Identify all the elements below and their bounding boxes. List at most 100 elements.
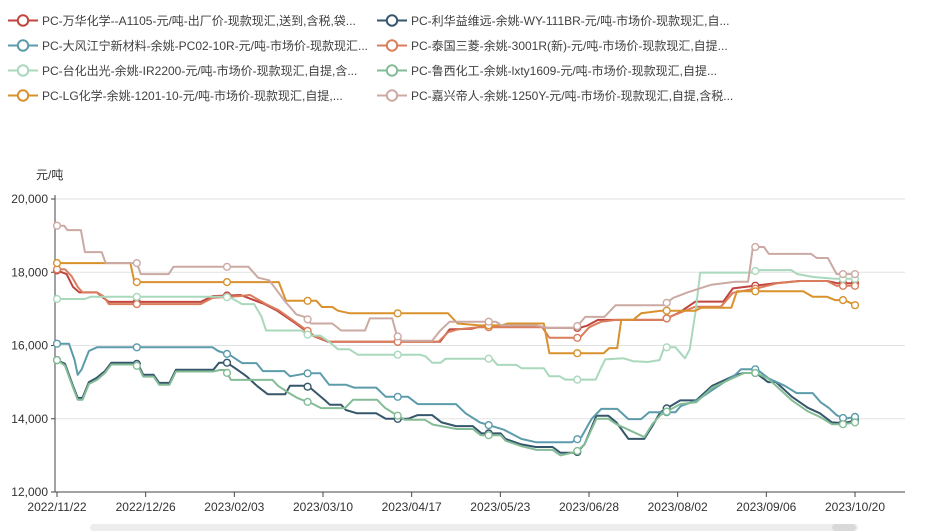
legend-line-marker-icon bbox=[377, 14, 407, 27]
series-line bbox=[56, 359, 856, 457]
data-point-marker bbox=[393, 411, 402, 420]
data-point-marker bbox=[393, 332, 402, 341]
data-point-marker bbox=[662, 343, 671, 352]
data-point-marker bbox=[751, 287, 760, 296]
data-point-marker bbox=[393, 350, 402, 359]
data-point-marker bbox=[393, 392, 402, 401]
data-point-marker bbox=[303, 315, 312, 324]
series-PC-嘉兴帝人-1250Y bbox=[52, 221, 860, 342]
x-tick-label: 2023/08/02 bbox=[648, 500, 708, 514]
data-point-marker bbox=[222, 358, 232, 367]
data-point-marker bbox=[132, 278, 141, 287]
legend-item-label: PC-LG化学-余姚-1201-10-元/吨-市场价-现款现汇,自提,... bbox=[42, 89, 343, 103]
series-PC-台化出光-IR2200 bbox=[52, 266, 860, 384]
data-point-marker bbox=[303, 397, 312, 407]
data-point-marker bbox=[573, 446, 582, 456]
series-line bbox=[56, 224, 856, 342]
data-point-marker bbox=[303, 330, 312, 339]
legend-line-marker-icon bbox=[8, 39, 38, 52]
data-point-marker bbox=[303, 296, 312, 305]
x-tick-label: 2022/12/26 bbox=[116, 500, 176, 514]
data-point-marker bbox=[662, 306, 671, 315]
y-axis-labels: 12,000 14,000 16,000 18,000 20,000 bbox=[11, 192, 55, 499]
y-tick-label: 14,000 bbox=[11, 412, 48, 426]
data-point-marker bbox=[303, 382, 312, 391]
legend-item-label: PC-鲁西化工-余姚-lxty1609-元/吨-市场价-现款现汇,自提... bbox=[411, 64, 718, 78]
legend-item-label: PC-台化出光-余姚-IR2200-元/吨-市场价-现款现汇,自提,含... bbox=[42, 64, 358, 78]
legend-line-marker-icon bbox=[377, 39, 407, 52]
y-tick-label: 18,000 bbox=[11, 265, 48, 279]
y-tick-label: 20,000 bbox=[11, 192, 48, 206]
legend-item-6[interactable]: PC-鲁西化工-余姚-lxty1609-元/吨-市场价-现款现汇,自提... bbox=[377, 58, 733, 83]
y-tick-label: 16,000 bbox=[11, 339, 48, 353]
data-point-marker bbox=[662, 314, 671, 323]
data-point-marker bbox=[222, 278, 232, 287]
series-PC-万华化学-A1105 bbox=[52, 266, 860, 346]
axes bbox=[54, 195, 905, 493]
data-point-marker bbox=[573, 333, 582, 342]
series-PC-LG化学-1201-10 bbox=[52, 259, 860, 358]
legend-item-label: PC-大风江宁新材料-余姚-PC02-10R-元/吨-市场价-现款现汇... bbox=[42, 39, 369, 53]
series-line bbox=[56, 269, 856, 381]
legend-item-1[interactable]: PC-万华化学--A1105-元/吨-出厂价-现款现汇,送到,含税,袋... bbox=[8, 8, 373, 33]
series-line bbox=[56, 359, 856, 454]
data-point-marker bbox=[484, 421, 493, 430]
data-point-marker bbox=[303, 369, 312, 378]
x-tick-label: 2023/02/03 bbox=[204, 500, 264, 514]
data-point-marker bbox=[484, 317, 493, 326]
legend-item-4[interactable]: PC-泰国三菱-余姚-3001R(新)-元/吨-市场价-现款现汇,自提... bbox=[377, 33, 733, 58]
legend-item-2[interactable]: PC-利华益维远-余姚-WY-111BR-元/吨-市场价-现款现汇,自... bbox=[377, 8, 733, 33]
legend-item-label: PC-利华益维远-余姚-WY-111BR-元/吨-市场价-现款现汇,自... bbox=[411, 14, 730, 28]
data-point-marker bbox=[52, 259, 62, 268]
data-point-marker bbox=[222, 262, 232, 271]
data-point-marker bbox=[52, 339, 62, 348]
series-line bbox=[56, 262, 856, 355]
data-point-marker bbox=[484, 354, 493, 363]
x-axis-labels: 2022/11/22 2022/12/26 2023/02/03 2023/03/10… bbox=[27, 492, 885, 514]
legend-item-7[interactable]: PC-LG化学-余姚-1201-10-元/吨-市场价-现款现汇,自提,... bbox=[8, 83, 373, 108]
series-PC-泰国三菱-3001R(新) bbox=[52, 265, 860, 346]
legend-item-5[interactable]: PC-台化出光-余姚-IR2200-元/吨-市场价-现款现汇,自提,含... bbox=[8, 58, 373, 83]
data-point-marker bbox=[52, 356, 62, 365]
legend-line-marker-icon bbox=[8, 64, 38, 77]
horizontal-scrollbar[interactable] bbox=[90, 524, 858, 531]
chart-legend: PC-万华化学--A1105-元/吨-出厂价-现款现汇,送到,含税,袋... PC… bbox=[8, 8, 733, 108]
data-point-marker bbox=[662, 298, 671, 307]
grid-lines bbox=[55, 198, 905, 420]
data-point-marker bbox=[132, 292, 141, 301]
legend-line-marker-icon bbox=[8, 89, 38, 102]
x-tick-label: 2023/10/20 bbox=[825, 500, 885, 514]
data-point-marker bbox=[850, 281, 860, 290]
data-point-marker bbox=[484, 431, 493, 440]
legend-line-marker-icon bbox=[377, 64, 407, 77]
data-point-marker bbox=[132, 361, 141, 370]
data-point-marker bbox=[393, 309, 402, 318]
scrollbar-thumb[interactable] bbox=[832, 524, 856, 531]
data-point-marker bbox=[52, 221, 62, 230]
legend-item-label: PC-泰国三菱-余姚-3001R(新)-元/吨-市场价-现款现汇,自提... bbox=[411, 39, 728, 53]
legend-item-3[interactable]: PC-大风江宁新材料-余姚-PC02-10R-元/吨-市场价-现款现汇... bbox=[8, 33, 373, 58]
data-point-marker bbox=[132, 259, 141, 268]
x-tick-label: 2023/04/17 bbox=[382, 500, 442, 514]
data-point-marker bbox=[838, 296, 848, 305]
data-point-marker bbox=[838, 281, 848, 290]
data-point-marker bbox=[573, 375, 582, 384]
legend-line-marker-icon bbox=[8, 14, 38, 27]
data-point-marker bbox=[222, 293, 232, 302]
legend-item-label: PC-万华化学--A1105-元/吨-出厂价-现款现汇,送到,含税,袋... bbox=[42, 14, 356, 28]
series-line bbox=[56, 268, 856, 343]
y-axis-unit-label: 元/吨 bbox=[36, 168, 64, 182]
data-point-marker bbox=[838, 270, 848, 279]
data-point-marker bbox=[222, 368, 232, 378]
data-point-marker bbox=[850, 301, 860, 310]
data-point-marker bbox=[222, 349, 232, 359]
data-point-marker bbox=[838, 420, 848, 429]
x-tick-label: 2023/05/23 bbox=[470, 500, 530, 514]
legend-line-marker-icon bbox=[377, 89, 407, 102]
x-tick-label: 2023/06/28 bbox=[559, 500, 619, 514]
data-point-marker bbox=[751, 242, 760, 252]
legend-item-8[interactable]: PC-嘉兴帝人-余姚-1250Y-元/吨-市场价-现款现汇,自提,含税... bbox=[377, 83, 733, 108]
x-tick-label: 2023/09/06 bbox=[736, 500, 796, 514]
